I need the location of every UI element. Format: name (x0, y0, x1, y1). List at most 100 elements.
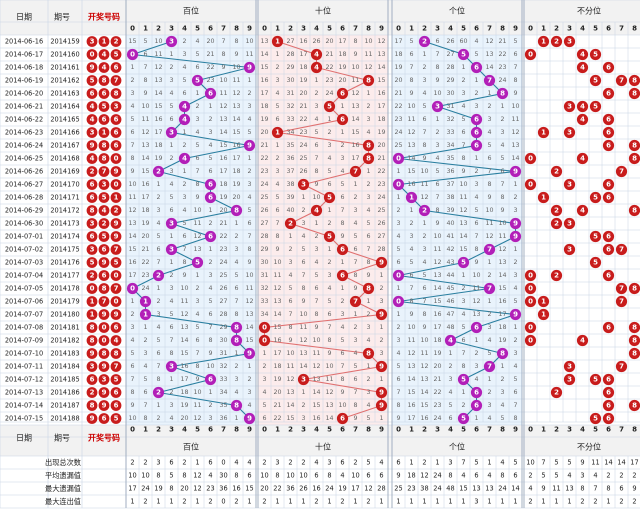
position-free-ball (628, 321, 640, 334)
draw-ball (86, 205, 98, 216)
position-free-ball (602, 269, 615, 282)
omission-value: 5 (409, 259, 413, 266)
omission-value: 8 (208, 337, 212, 344)
stats-value: 2 (208, 498, 212, 506)
omission-value: 18 (377, 116, 385, 123)
stats-value: 38 (420, 485, 428, 493)
draw-digit: 3 (90, 38, 95, 46)
omission-value: 1 (340, 259, 344, 266)
row-issue: 2014168 (50, 155, 79, 163)
omission-value: 4 (275, 90, 279, 97)
omission-value: 2 (143, 337, 147, 344)
omission-value: 17 (498, 311, 506, 318)
stats-value: 12 (193, 485, 201, 493)
row-issue: 2014185 (50, 376, 79, 384)
omission-value: 2 (340, 298, 344, 305)
omission-value: 3 (275, 168, 279, 175)
omission-value: 9 (234, 51, 238, 58)
omission-value: 5 (156, 337, 160, 344)
draw-digit: 5 (102, 194, 107, 202)
position-free-ball (602, 61, 615, 74)
omission-value: 18 (498, 324, 506, 331)
hit-digit: 5 (195, 77, 200, 85)
position-free-digit: 8 (632, 90, 637, 98)
hit-ball (362, 139, 375, 152)
omission-value: 23 (394, 116, 402, 123)
omission-value: 3 (301, 415, 305, 422)
omission-value: 13 (377, 51, 385, 58)
position-free-digit: 6 (606, 116, 611, 124)
position-free-digit: 5 (593, 194, 598, 202)
position-free-ball (615, 360, 628, 373)
hit-ball (126, 282, 139, 295)
omission-value: 22 (299, 116, 307, 123)
stats-value: 12 (420, 472, 428, 480)
digit-footer: 4 (580, 426, 585, 434)
omission-value: 5 (314, 272, 318, 279)
omission-value: 32 (260, 285, 268, 292)
omission-value: 5 (353, 233, 357, 240)
hit-ball (509, 165, 522, 178)
hit-ball (297, 373, 310, 386)
position-free-ball (563, 373, 576, 386)
row-issue: 2014160 (50, 51, 79, 59)
hit-digit: 6 (474, 324, 479, 332)
omission-value: 12 (485, 38, 493, 45)
draw-digit: 4 (90, 116, 95, 124)
row-issue: 2014173 (50, 220, 79, 228)
hit-digit: 0 (396, 272, 401, 280)
row-date: 2014-06-28 (5, 194, 43, 202)
stats-value: 4 (234, 459, 238, 467)
hit-digit: 0 (262, 337, 267, 345)
stats-value: 22 (273, 485, 281, 493)
position-free-digit: 0 (528, 51, 533, 59)
omission-value: 5 (340, 181, 344, 188)
draw-digit: 5 (114, 376, 119, 384)
hit-digit: 5 (461, 259, 466, 267)
hit-ball (258, 334, 271, 347)
omission-value: 2 (487, 311, 491, 318)
omission-value: 4 (396, 233, 400, 240)
omission-value: 19 (219, 194, 227, 201)
omission-value: 1 (513, 181, 517, 188)
omission-value: 17 (273, 350, 281, 357)
stats-value: 24 (498, 485, 506, 493)
draw-ball (110, 413, 122, 424)
draw-digit: 9 (102, 389, 107, 397)
omission-value: 5 (422, 103, 426, 110)
digit-header: 4 (182, 25, 187, 33)
omission-value: 30 (260, 259, 268, 266)
draw-digit: 0 (102, 337, 107, 345)
omission-value: 3 (340, 311, 344, 318)
draw-digit: 6 (90, 194, 95, 202)
position-free-digit: 0 (528, 272, 533, 280)
position-free-ball (615, 165, 628, 178)
omission-value: 10 (351, 64, 359, 71)
omission-value: 14 (260, 51, 268, 58)
omission-value: 30 (286, 77, 294, 84)
omission-value: 24 (299, 142, 307, 149)
omission-value: 4 (487, 415, 491, 422)
omission-value: 12 (193, 415, 201, 422)
row-date: 2014-07-01 (5, 233, 43, 241)
omission-value: 23 (498, 64, 506, 71)
omission-value: 6 (195, 155, 199, 162)
hit-ball (349, 295, 362, 308)
hit-ball (496, 347, 509, 360)
stats-label: 最大遗漏值 (45, 484, 81, 493)
digit-footer: 7 (487, 426, 492, 434)
hit-ball (483, 74, 496, 87)
omission-value: 24 (325, 90, 333, 97)
hit-digit: 3 (169, 38, 174, 46)
omission-value: 10 (364, 38, 372, 45)
omission-value: 13 (193, 246, 201, 253)
header-bg (0, 0, 640, 35)
omission-value: 10 (180, 285, 188, 292)
draw-digit: 1 (102, 38, 107, 46)
draw-digit: 1 (90, 298, 95, 306)
stats-value: 1 (327, 498, 331, 506)
omission-value: 7 (327, 324, 331, 331)
omission-value: 6 (340, 194, 344, 201)
row-date: 2014-07-14 (5, 402, 43, 410)
omission-value: 10 (232, 64, 240, 71)
